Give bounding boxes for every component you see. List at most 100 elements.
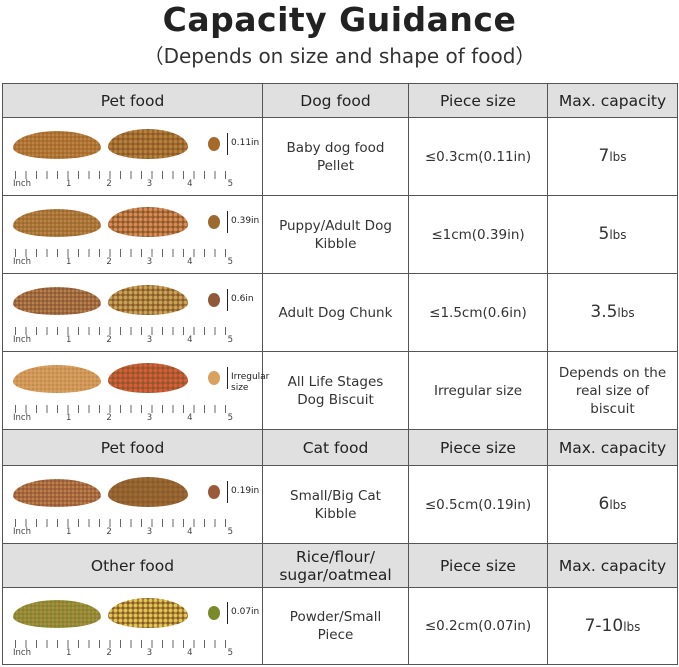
- page-subtitle: （Depends on size and shape of food）: [143, 44, 536, 68]
- ruler-tick-label: 4: [187, 526, 193, 537]
- food-pile-image: [108, 284, 188, 315]
- ruler: [15, 404, 227, 413]
- ruler-unit-label: Inch: [13, 412, 31, 423]
- ruler-tick-label: 2: [106, 178, 112, 189]
- ruler: [15, 170, 227, 179]
- food-pile-image: [108, 206, 188, 237]
- ruler: [15, 248, 227, 257]
- header-cell: Dog food: [262, 83, 409, 118]
- ruler-tick-label: 1: [65, 334, 72, 345]
- ruler-tick-label: 5: [227, 412, 233, 423]
- ruler-tick-label: 5: [227, 256, 233, 267]
- ruler-tick-label: 3: [146, 178, 153, 189]
- size-measure-label: 0.07in: [231, 607, 260, 617]
- size-indicator: [227, 288, 228, 311]
- capacity-unit: lbs: [609, 498, 627, 512]
- table-row: 0.07in Inch 1 2 3 4 5 Powder/Small Piece ≤0.2cm(…: [2, 587, 678, 665]
- page-title: Capacity Guidance: [162, 0, 517, 39]
- max-capacity: 5lbs: [547, 195, 678, 274]
- piece-size: ≤1.5cm(0.6in): [408, 273, 548, 352]
- table-row: 0.11in Inch 1 2 3 4 5 Baby dog food Pellet ≤0.3c…: [2, 117, 678, 196]
- food-piece-image: [208, 214, 220, 229]
- ruler-unit-label: Inch: [13, 334, 31, 345]
- food-piece-image: [208, 292, 220, 307]
- capacity-value: 7: [598, 146, 610, 166]
- ruler-tick-label: 3: [146, 648, 153, 658]
- food-piece-image: [208, 136, 220, 151]
- ruler-unit-label: Inch: [13, 526, 31, 537]
- food-type: Small/Big Cat Kibble: [262, 465, 409, 544]
- max-capacity: 6lbs: [547, 465, 678, 544]
- ruler: [15, 640, 227, 648]
- header-cell: Piece size: [408, 543, 548, 588]
- section-header: Pet food Cat food Piece size Max. capacity: [2, 429, 678, 466]
- header-cell: Pet food: [2, 83, 263, 118]
- ruler-tick-label: 4: [187, 334, 193, 345]
- food-pile-image: [108, 362, 188, 393]
- food-pile-image: [13, 364, 101, 393]
- capacity-value: 7-10: [584, 615, 624, 636]
- size-measure-label: Irregular size: [231, 371, 270, 393]
- food-piece-image: [208, 606, 220, 620]
- ruler-tick-label: 1: [65, 648, 72, 658]
- food-image: 0.39in Inch 1 2 3 4 5: [3, 197, 262, 273]
- food-pile-image: [13, 286, 101, 315]
- capacity-text: Depends on the real size of biscuit: [558, 364, 667, 417]
- ruler-tick-label: 5: [227, 334, 233, 345]
- ruler-tick-label: 5: [227, 526, 233, 537]
- piece-size: ≤1cm(0.39in): [408, 195, 548, 274]
- header-cell: Piece size: [408, 429, 548, 466]
- size-measure-label: 0.19in: [231, 485, 260, 496]
- piece-size: Irregular size: [408, 351, 548, 430]
- header-cell: Cat food: [262, 429, 409, 466]
- food-type: Adult Dog Chunk: [262, 273, 409, 352]
- size-measure-label: 0.11in: [231, 137, 260, 148]
- header-cell: Max. capacity: [547, 429, 678, 466]
- header-cell: Other food: [2, 543, 263, 588]
- section-header: Pet food Dog food Piece size Max. capacity: [2, 83, 678, 118]
- food-type: Baby dog food Pellet: [262, 117, 409, 196]
- size-indicator: [227, 132, 228, 155]
- ruler-tick-label: 5: [227, 648, 233, 658]
- ruler: [15, 518, 227, 527]
- size-measure-label: 0.39in: [231, 215, 260, 226]
- ruler-tick-label: 2: [106, 526, 112, 537]
- ruler-tick-label: 3: [146, 334, 153, 345]
- capacity-value: 6: [598, 494, 610, 514]
- food-type: All Life Stages Dog Biscuit: [262, 351, 409, 430]
- food-pile-image: [13, 478, 101, 507]
- max-capacity: 7-10lbs: [547, 587, 678, 665]
- size-measure-label: 0.6in: [231, 293, 254, 304]
- ruler-tick-label: 4: [187, 648, 193, 658]
- food-piece-image: [208, 370, 220, 385]
- capacity-value: 3.5: [590, 302, 618, 322]
- ruler-tick-label: 1: [65, 526, 72, 537]
- ruler-tick-label: 1: [65, 412, 72, 423]
- piece-size: ≤0.2cm(0.07in): [408, 587, 548, 665]
- piece-size: ≤0.3cm(0.11in): [408, 117, 548, 196]
- header-cell: Pet food: [2, 429, 263, 466]
- food-image: 0.07in Inch 1 2 3 4 5: [3, 588, 262, 664]
- food-pile-image: [13, 130, 101, 159]
- capacity-unit: lbs: [609, 228, 627, 242]
- ruler-tick-label: 4: [187, 178, 193, 189]
- max-capacity: Depends on the real size of biscuit: [547, 351, 678, 430]
- table-row: 0.39in Inch 1 2 3 4 5 Puppy/Adult Dog Kibble ≤1c…: [2, 195, 678, 274]
- header-cell: Piece size: [408, 83, 548, 118]
- header-cell: Max. capacity: [547, 83, 678, 118]
- size-indicator: [227, 210, 228, 233]
- ruler-tick-label: 3: [146, 256, 153, 267]
- capacity-unit: lbs: [617, 306, 635, 320]
- capacity-value: 5: [598, 224, 610, 244]
- food-image: 0.19in Inch 1 2 3 4 5: [3, 467, 262, 543]
- food-image: 0.11in Inch 1 2 3 4 5: [3, 119, 262, 195]
- size-indicator: [227, 480, 228, 503]
- ruler-tick-label: 5: [227, 178, 233, 189]
- table-row: 0.19in Inch 1 2 3 4 5 Small/Big Cat Kibble ≤0.5c…: [2, 465, 678, 544]
- size-indicator: [227, 602, 228, 624]
- ruler-tick-label: 3: [146, 526, 153, 537]
- ruler: [15, 326, 227, 335]
- food-image: 0.6in Inch 1 2 3 4 5: [3, 275, 262, 351]
- ruler-tick-label: 1: [65, 256, 72, 267]
- table-row: 0.6in Inch 1 2 3 4 5 Adult Dog Chunk ≤1.5cm(0.6i…: [2, 273, 678, 352]
